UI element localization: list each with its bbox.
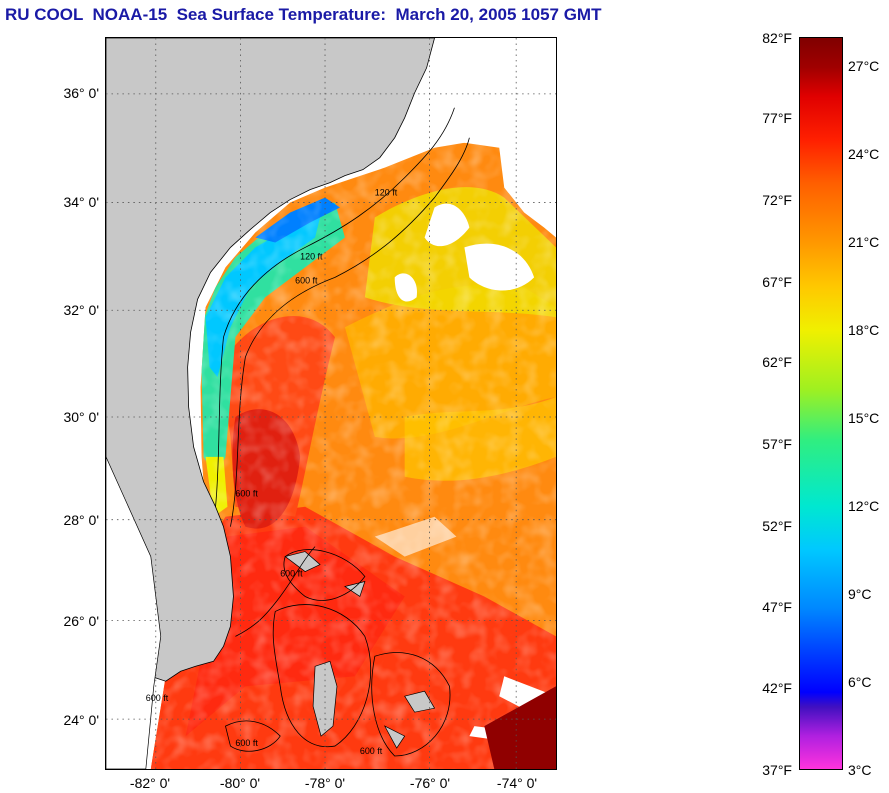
sst-map-canvas: 120 ft 600 ft 120 ft 600 ft 600 ft 600 f… [106, 38, 556, 769]
land-mass-us-coast [106, 38, 435, 682]
temperature-colorbar [799, 37, 843, 770]
colorbar-celsius-label: 18°C [848, 322, 880, 338]
depth-contours [215, 107, 470, 757]
colorbar-fahrenheit-label: 47°F [762, 599, 792, 615]
contour-label: 600 ft [235, 738, 258, 748]
colorbar-fahrenheit-label: 82°F [762, 30, 792, 46]
colorbar-fahrenheit-label: 67°F [762, 274, 792, 290]
graticule [106, 38, 556, 769]
colorbar-fahrenheit-label: 62°F [762, 354, 792, 370]
contour-labels: 120 ft 600 ft 120 ft 600 ft 600 ft 600 f… [146, 188, 398, 756]
page-title: RU COOL NOAA-15 Sea Surface Temperature:… [5, 5, 602, 24]
colorbar-fahrenheit-label: 42°F [762, 680, 792, 696]
lat-tick-label: 30° 0' [63, 409, 99, 425]
contour-label: 600 ft [146, 693, 169, 703]
colorbar-celsius-label: 24°C [848, 146, 880, 162]
lat-tick-label: 28° 0' [63, 512, 99, 528]
lon-tick-label: -82° 0' [129, 775, 171, 791]
colorbar-celsius-label: 6°C [848, 674, 872, 690]
colorbar-celsius-label: 9°C [848, 586, 872, 602]
bahamas-islands [284, 551, 436, 749]
colorbar-fahrenheit-label: 77°F [762, 110, 792, 126]
colorbar-celsius-label: 27°C [848, 58, 880, 74]
contour-label: 600 ft [295, 275, 318, 285]
colorbar-fahrenheit-label: 52°F [762, 518, 792, 534]
colorbar-fahrenheit-label: 72°F [762, 192, 792, 208]
colorbar-celsius-label: 12°C [848, 498, 880, 514]
colorbar-celsius-label: 21°C [848, 234, 880, 250]
contour-label: 120 ft [375, 188, 398, 198]
sst-map[interactable]: 120 ft 600 ft 120 ft 600 ft 600 ft 600 f… [105, 37, 557, 770]
colorbar-celsius-label: 3°C [848, 762, 872, 778]
lon-tick-label: -76° 0' [409, 775, 451, 791]
lat-tick-label: 24° 0' [63, 712, 99, 728]
lat-tick-label: 34° 0' [63, 194, 99, 210]
lon-tick-label: -74° 0' [496, 775, 538, 791]
colorbar-fahrenheit-label: 37°F [762, 762, 792, 778]
contour-label: 600 ft [235, 489, 258, 499]
lon-tick-label: -80° 0' [219, 775, 261, 791]
colorbar-celsius-label: 15°C [848, 410, 880, 426]
contour-label: 600 ft [280, 569, 303, 579]
lat-tick-label: 36° 0' [63, 85, 99, 101]
lon-tick-label: -78° 0' [304, 775, 346, 791]
colorbar-fahrenheit-label: 57°F [762, 436, 792, 452]
contour-label: 120 ft [300, 251, 323, 261]
lat-tick-label: 32° 0' [63, 302, 99, 318]
lat-tick-label: 26° 0' [63, 613, 99, 629]
contour-label: 600 ft [360, 746, 383, 756]
